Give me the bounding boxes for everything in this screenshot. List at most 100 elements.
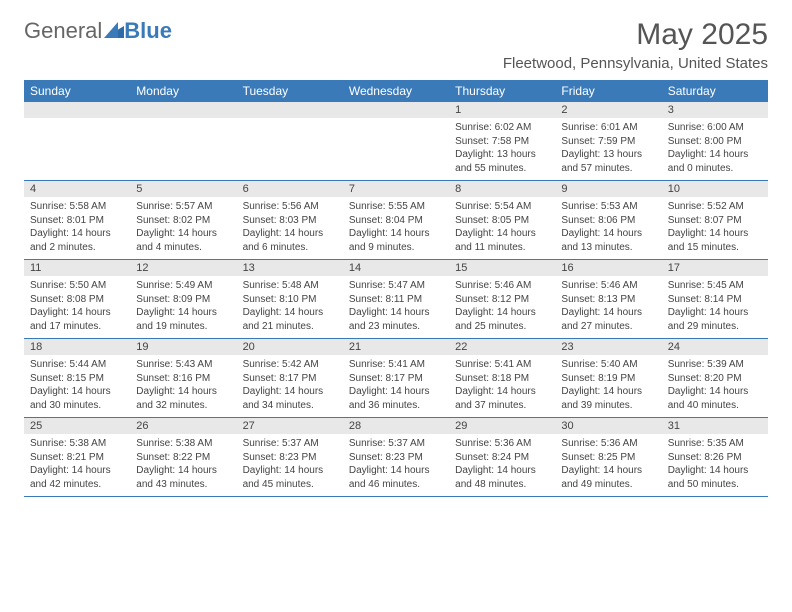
sunrise-text: Sunrise: 5:39 AM [668,358,762,372]
sunset-text: Sunset: 8:12 PM [455,293,549,307]
daylight-text: Daylight: 14 hours and 39 minutes. [561,385,655,412]
day-content: Sunrise: 5:57 AMSunset: 8:02 PMDaylight:… [130,197,236,259]
daylight-text: Daylight: 14 hours and 50 minutes. [668,464,762,491]
sunset-text: Sunset: 8:21 PM [30,451,124,465]
day-cell: 26Sunrise: 5:38 AMSunset: 8:22 PMDayligh… [130,418,236,496]
logo-text-blue: Blue [124,18,172,44]
day-content: Sunrise: 5:36 AMSunset: 8:25 PMDaylight:… [555,434,661,496]
logo: General Blue [24,18,172,44]
day-header-row: Sunday Monday Tuesday Wednesday Thursday… [24,80,768,102]
sunrise-text: Sunrise: 5:43 AM [136,358,230,372]
sunset-text: Sunset: 8:13 PM [561,293,655,307]
day-cell: 27Sunrise: 5:37 AMSunset: 8:23 PMDayligh… [237,418,343,496]
week-row: 25Sunrise: 5:38 AMSunset: 8:21 PMDayligh… [24,418,768,497]
weeks-container: 1Sunrise: 6:02 AMSunset: 7:58 PMDaylight… [24,102,768,497]
daylight-text: Daylight: 14 hours and 32 minutes. [136,385,230,412]
date-number: 13 [237,260,343,276]
day-cell: 1Sunrise: 6:02 AMSunset: 7:58 PMDaylight… [449,102,555,180]
daylight-text: Daylight: 14 hours and 36 minutes. [349,385,443,412]
daylight-text: Daylight: 14 hours and 0 minutes. [668,148,762,175]
month-title: May 2025 [503,18,768,52]
sunrise-text: Sunrise: 5:38 AM [30,437,124,451]
daylight-text: Daylight: 14 hours and 43 minutes. [136,464,230,491]
day-cell: 7Sunrise: 5:55 AMSunset: 8:04 PMDaylight… [343,181,449,259]
day-content: Sunrise: 5:36 AMSunset: 8:24 PMDaylight:… [449,434,555,496]
sunset-text: Sunset: 8:14 PM [668,293,762,307]
day-cell [237,102,343,180]
sunset-text: Sunset: 8:18 PM [455,372,549,386]
day-content: Sunrise: 5:38 AMSunset: 8:22 PMDaylight:… [130,434,236,496]
date-number: 10 [662,181,768,197]
day-cell: 22Sunrise: 5:41 AMSunset: 8:18 PMDayligh… [449,339,555,417]
title-block: May 2025 Fleetwood, Pennsylvania, United… [503,18,768,72]
daylight-text: Daylight: 13 hours and 57 minutes. [561,148,655,175]
day-cell [343,102,449,180]
sunrise-text: Sunrise: 5:37 AM [349,437,443,451]
sunset-text: Sunset: 8:06 PM [561,214,655,228]
week-row: 18Sunrise: 5:44 AMSunset: 8:15 PMDayligh… [24,339,768,418]
day-header-tue: Tuesday [237,80,343,102]
sunrise-text: Sunrise: 5:54 AM [455,200,549,214]
daylight-text: Daylight: 14 hours and 23 minutes. [349,306,443,333]
day-content: Sunrise: 5:37 AMSunset: 8:23 PMDaylight:… [237,434,343,496]
sunrise-text: Sunrise: 5:40 AM [561,358,655,372]
day-content: Sunrise: 5:46 AMSunset: 8:12 PMDaylight:… [449,276,555,338]
day-header-mon: Monday [130,80,236,102]
day-content: Sunrise: 5:45 AMSunset: 8:14 PMDaylight:… [662,276,768,338]
date-number: 1 [449,102,555,118]
date-number: 29 [449,418,555,434]
sunrise-text: Sunrise: 6:00 AM [668,121,762,135]
day-header-wed: Wednesday [343,80,449,102]
day-header-fri: Friday [555,80,661,102]
sunset-text: Sunset: 8:23 PM [349,451,443,465]
sunrise-text: Sunrise: 5:38 AM [136,437,230,451]
day-cell: 23Sunrise: 5:40 AMSunset: 8:19 PMDayligh… [555,339,661,417]
sunset-text: Sunset: 8:09 PM [136,293,230,307]
date-number [24,102,130,118]
day-cell: 29Sunrise: 5:36 AMSunset: 8:24 PMDayligh… [449,418,555,496]
sunset-text: Sunset: 8:17 PM [243,372,337,386]
day-content: Sunrise: 5:37 AMSunset: 8:23 PMDaylight:… [343,434,449,496]
week-row: 1Sunrise: 6:02 AMSunset: 7:58 PMDaylight… [24,102,768,181]
calendar: Sunday Monday Tuesday Wednesday Thursday… [0,80,792,515]
sunrise-text: Sunrise: 5:50 AM [30,279,124,293]
date-number: 18 [24,339,130,355]
sunrise-text: Sunrise: 5:56 AM [243,200,337,214]
week-row: 4Sunrise: 5:58 AMSunset: 8:01 PMDaylight… [24,181,768,260]
date-number: 28 [343,418,449,434]
date-number: 5 [130,181,236,197]
day-cell: 12Sunrise: 5:49 AMSunset: 8:09 PMDayligh… [130,260,236,338]
day-content: Sunrise: 5:38 AMSunset: 8:21 PMDaylight:… [24,434,130,496]
date-number: 9 [555,181,661,197]
date-number: 3 [662,102,768,118]
day-content: Sunrise: 5:35 AMSunset: 8:26 PMDaylight:… [662,434,768,496]
sunrise-text: Sunrise: 6:02 AM [455,121,549,135]
sunrise-text: Sunrise: 5:41 AM [455,358,549,372]
sunset-text: Sunset: 8:02 PM [136,214,230,228]
day-content: Sunrise: 6:02 AMSunset: 7:58 PMDaylight:… [449,118,555,180]
daylight-text: Daylight: 14 hours and 30 minutes. [30,385,124,412]
sunrise-text: Sunrise: 5:42 AM [243,358,337,372]
sunrise-text: Sunrise: 5:48 AM [243,279,337,293]
day-content: Sunrise: 5:52 AMSunset: 8:07 PMDaylight:… [662,197,768,259]
sunrise-text: Sunrise: 5:55 AM [349,200,443,214]
day-content: Sunrise: 5:40 AMSunset: 8:19 PMDaylight:… [555,355,661,417]
date-number: 30 [555,418,661,434]
date-number: 25 [24,418,130,434]
day-content: Sunrise: 5:41 AMSunset: 8:17 PMDaylight:… [343,355,449,417]
daylight-text: Daylight: 14 hours and 17 minutes. [30,306,124,333]
date-number: 26 [130,418,236,434]
day-content: Sunrise: 6:01 AMSunset: 7:59 PMDaylight:… [555,118,661,180]
sunrise-text: Sunrise: 5:52 AM [668,200,762,214]
date-number: 11 [24,260,130,276]
date-number: 24 [662,339,768,355]
daylight-text: Daylight: 14 hours and 40 minutes. [668,385,762,412]
date-number: 6 [237,181,343,197]
day-cell: 15Sunrise: 5:46 AMSunset: 8:12 PMDayligh… [449,260,555,338]
sunrise-text: Sunrise: 5:49 AM [136,279,230,293]
day-cell: 19Sunrise: 5:43 AMSunset: 8:16 PMDayligh… [130,339,236,417]
date-number: 2 [555,102,661,118]
sunrise-text: Sunrise: 5:57 AM [136,200,230,214]
day-header-sun: Sunday [24,80,130,102]
day-content: Sunrise: 5:53 AMSunset: 8:06 PMDaylight:… [555,197,661,259]
